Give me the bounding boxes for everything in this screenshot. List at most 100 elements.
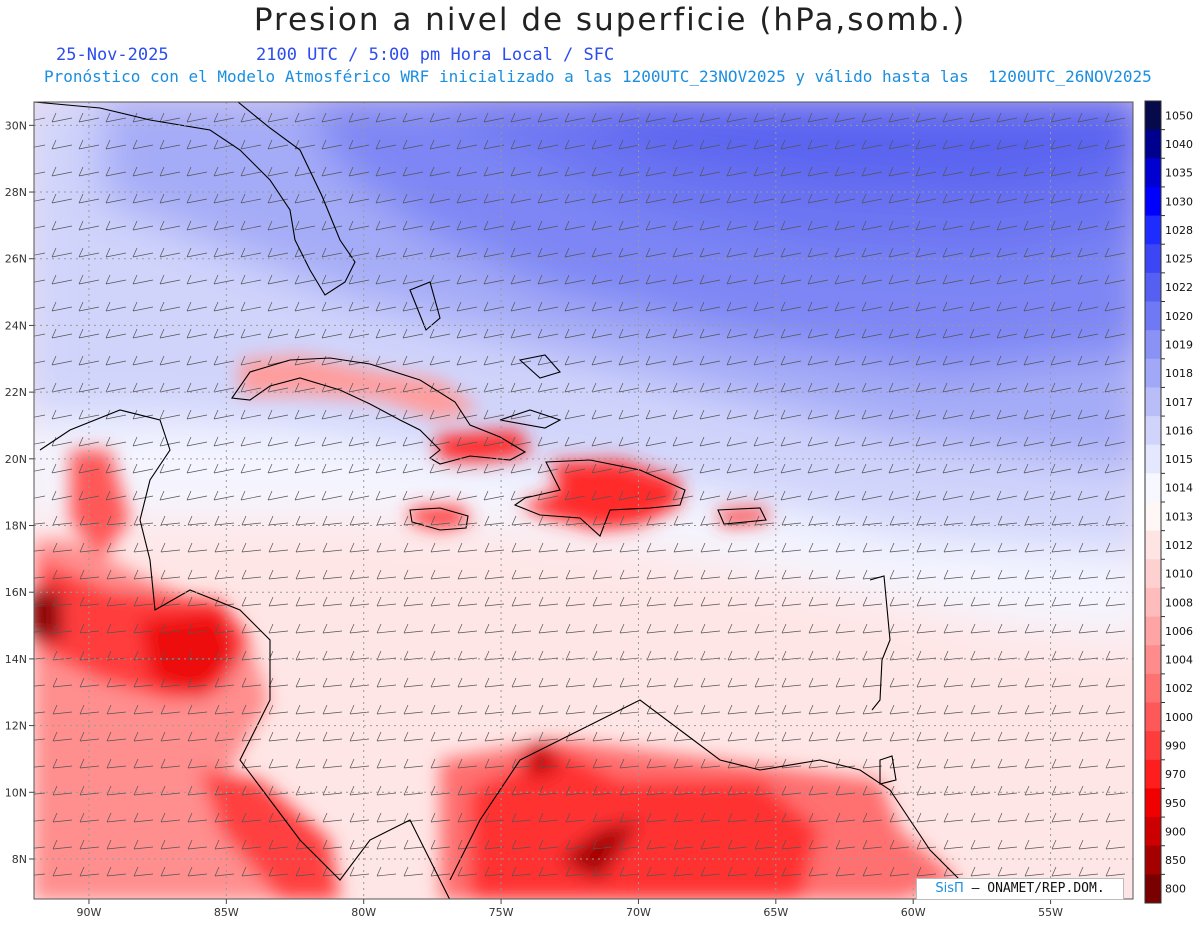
wind-barb <box>376 785 397 796</box>
wind-barb <box>294 355 316 366</box>
wind-barb <box>780 112 802 123</box>
wind-barb <box>781 515 802 526</box>
wind-barb <box>484 542 505 553</box>
wind-barb <box>916 569 937 580</box>
wind-barb <box>34 684 46 687</box>
wind-barb <box>835 542 856 553</box>
wind-barb <box>133 677 154 688</box>
wind-barb <box>807 112 829 123</box>
wind-barb <box>726 166 748 177</box>
colorbar-frame <box>1144 100 1162 904</box>
wind-barb <box>646 515 667 526</box>
wind-barb <box>240 436 262 447</box>
wind-barb <box>214 515 235 526</box>
wind-barb <box>834 382 856 393</box>
wind-barb <box>1105 677 1126 688</box>
wind-barb <box>457 758 478 769</box>
wind-barb <box>348 328 370 339</box>
wind-barb <box>348 166 370 177</box>
wind-barb <box>456 382 478 393</box>
wind-barb <box>321 247 343 258</box>
wind-barb <box>699 328 721 339</box>
wind-barb <box>727 596 748 607</box>
wind-barb <box>619 515 640 526</box>
wind-barb <box>537 409 559 420</box>
wind-barb <box>645 436 667 447</box>
wind-barb <box>1024 785 1045 796</box>
wind-barb <box>996 139 1018 150</box>
wind-barb <box>322 812 343 823</box>
wind-barb <box>780 409 802 420</box>
wind-barb <box>159 139 181 150</box>
wind-barb <box>943 812 964 823</box>
wind-barb <box>699 436 721 447</box>
wind-barb <box>1104 274 1126 285</box>
wind-barb <box>349 839 370 850</box>
wind-barb <box>132 166 154 177</box>
wind-barb <box>430 677 451 688</box>
colorbar-label-1025: 1025 <box>1165 253 1193 266</box>
wind-barb <box>619 623 640 634</box>
wind-barb <box>34 360 46 364</box>
wind-barb <box>510 463 532 474</box>
wind-barb <box>862 704 883 715</box>
wind-barb <box>403 758 424 769</box>
wind-barb <box>862 812 883 823</box>
colorbar-label-1035: 1035 <box>1165 167 1193 180</box>
wind-barb <box>34 414 46 418</box>
wind-barb <box>159 301 181 312</box>
wind-barb <box>1077 490 1099 501</box>
wind-barb <box>403 866 424 877</box>
wind-barb <box>645 301 667 312</box>
graticule <box>34 102 1133 899</box>
wind-barb <box>862 839 883 850</box>
wind-barb <box>375 112 397 123</box>
wind-barb <box>214 542 235 553</box>
wind-barb <box>1104 355 1126 366</box>
wind-barb <box>322 785 343 796</box>
wind-barb <box>537 301 559 312</box>
wind-barb <box>483 112 505 123</box>
wind-barb <box>321 355 343 366</box>
wind-barb <box>915 490 937 501</box>
wind-barb <box>970 623 991 634</box>
wind-barb <box>915 274 937 285</box>
wind-barb <box>376 839 397 850</box>
coastlines <box>34 102 961 899</box>
wind-barbs <box>34 112 1126 877</box>
wind-barb <box>510 112 532 123</box>
wind-barb <box>1024 623 1045 634</box>
wind-barb <box>808 542 829 553</box>
wind-barb <box>754 758 775 769</box>
wind-barb <box>295 596 316 607</box>
wind-barb <box>807 463 829 474</box>
wind-barb <box>996 193 1018 204</box>
wind-barb <box>699 220 721 231</box>
wind-barb <box>321 328 343 339</box>
wind-barb <box>996 463 1018 474</box>
wind-barb <box>781 839 802 850</box>
wind-barb <box>52 785 73 796</box>
wind-barb <box>213 301 235 312</box>
wind-barb <box>51 112 73 123</box>
wind-barb <box>403 542 424 553</box>
wind-barb <box>1024 758 1045 769</box>
wind-barb <box>592 704 613 715</box>
colorbar-label-1028: 1028 <box>1165 224 1193 237</box>
wind-barb <box>34 819 46 822</box>
wind-barb <box>429 220 451 231</box>
wind-barb <box>240 193 262 204</box>
wind-barb <box>34 171 46 175</box>
wind-barb <box>835 866 856 877</box>
wind-barb <box>267 166 289 177</box>
wind-barb <box>565 569 586 580</box>
wind-barb <box>699 463 721 474</box>
wind-barb <box>915 112 937 123</box>
wind-barb <box>943 731 964 742</box>
wind-barb <box>78 301 100 312</box>
wind-barb <box>1051 569 1072 580</box>
colorbar-swatch-1028 <box>1145 215 1161 245</box>
wind-barb <box>1077 274 1099 285</box>
wind-barb <box>1105 515 1126 526</box>
wind-barb <box>672 301 694 312</box>
